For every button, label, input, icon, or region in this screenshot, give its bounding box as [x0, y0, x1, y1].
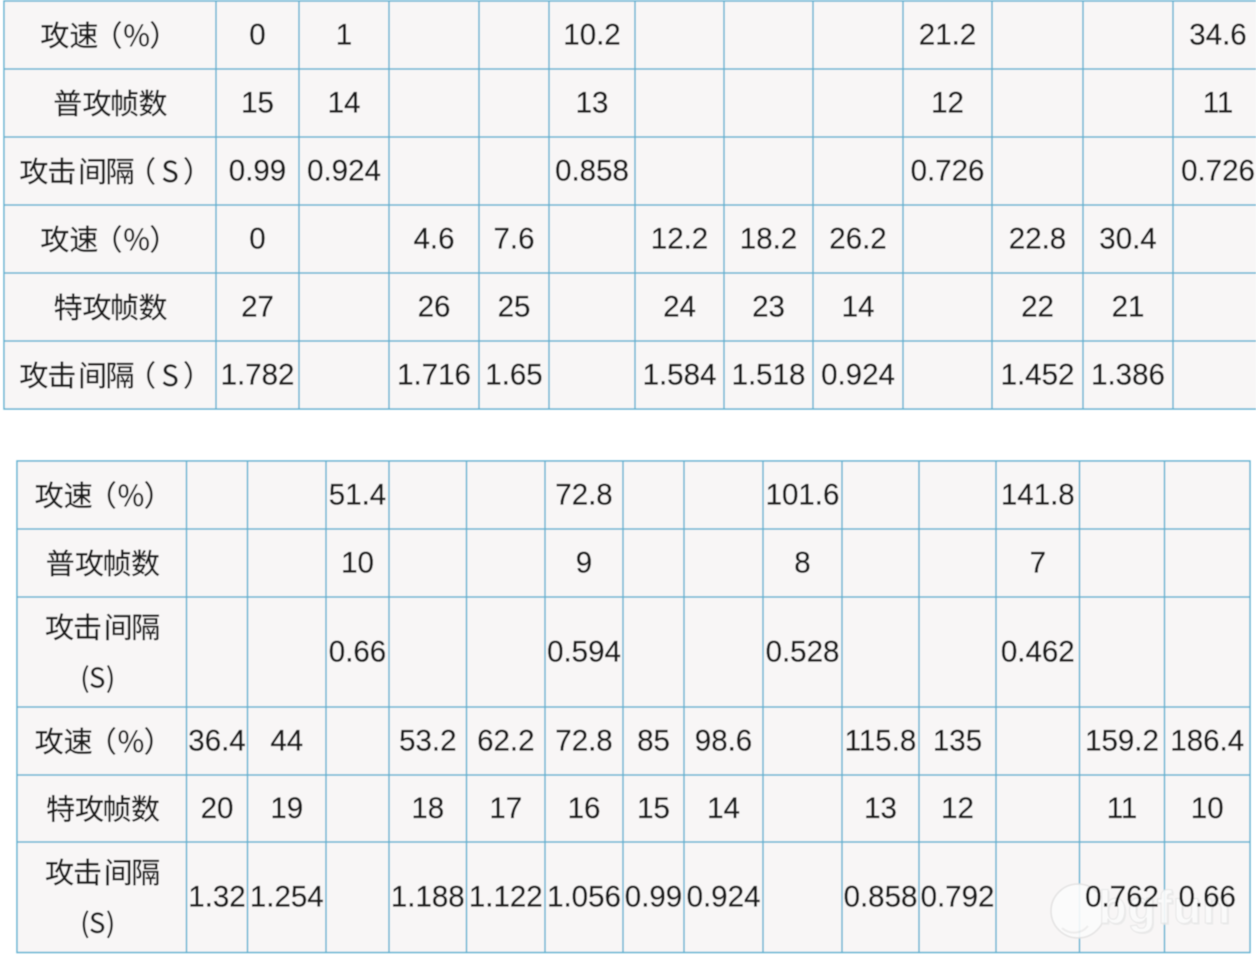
svg-text:21.2: 21.2: [919, 18, 976, 51]
svg-text:186.4: 186.4: [1170, 724, 1244, 757]
svg-text:12.2: 12.2: [651, 222, 708, 255]
svg-text:bgfun: bgfun: [1099, 881, 1232, 933]
svg-text:0.66: 0.66: [329, 635, 386, 668]
svg-text:0.726: 0.726: [911, 154, 985, 187]
svg-text:0.66: 0.66: [1178, 881, 1235, 914]
svg-text:115.8: 115.8: [845, 724, 917, 757]
svg-text:1.188: 1.188: [391, 881, 465, 914]
svg-text:1.782: 1.782: [221, 358, 295, 391]
svg-text:72.8: 72.8: [555, 724, 612, 757]
svg-text:21: 21: [1112, 290, 1145, 323]
svg-text:23: 23: [752, 290, 785, 323]
svg-text:34.6: 34.6: [1189, 18, 1246, 51]
svg-text:8: 8: [794, 546, 810, 579]
svg-text:24: 24: [663, 290, 696, 323]
svg-text:1.716: 1.716: [397, 358, 471, 391]
svg-text:0.594: 0.594: [547, 635, 621, 668]
svg-text:1.056: 1.056: [547, 881, 621, 914]
svg-text:19: 19: [270, 792, 303, 825]
svg-text:0.858: 0.858: [555, 154, 629, 187]
svg-text:11: 11: [1107, 792, 1138, 825]
svg-text:0.726: 0.726: [1181, 154, 1255, 187]
svg-text:7: 7: [1030, 546, 1046, 579]
svg-text:51.4: 51.4: [329, 478, 386, 511]
svg-text:0: 0: [249, 222, 265, 255]
svg-text:22.8: 22.8: [1009, 222, 1066, 255]
svg-text:13: 13: [864, 792, 897, 825]
svg-text:1.32: 1.32: [188, 881, 245, 914]
svg-text:0.924: 0.924: [821, 358, 895, 391]
svg-text:101.6: 101.6: [766, 478, 840, 511]
svg-text:7.6: 7.6: [493, 222, 534, 255]
svg-text:1: 1: [336, 18, 352, 51]
svg-text:10.2: 10.2: [563, 18, 620, 51]
svg-text:135: 135: [933, 724, 982, 757]
svg-text:15: 15: [241, 86, 274, 119]
svg-text:1.386: 1.386: [1091, 358, 1165, 391]
svg-text:0.792: 0.792: [921, 881, 995, 914]
svg-text:0.924: 0.924: [687, 881, 761, 914]
svg-text:10: 10: [341, 546, 374, 579]
svg-text:20: 20: [201, 792, 234, 825]
svg-text:62.2: 62.2: [477, 724, 534, 757]
svg-text:14: 14: [707, 792, 740, 825]
svg-text:98.6: 98.6: [695, 724, 752, 757]
svg-text:85: 85: [637, 724, 670, 757]
svg-text:14: 14: [328, 86, 361, 119]
svg-text:22: 22: [1021, 290, 1054, 323]
svg-text:0.924: 0.924: [307, 154, 381, 187]
svg-text:1.584: 1.584: [643, 358, 717, 391]
svg-text:0.99: 0.99: [625, 881, 682, 914]
svg-text:4.6: 4.6: [413, 222, 454, 255]
svg-text:44: 44: [270, 724, 303, 757]
svg-text:10: 10: [1191, 792, 1224, 825]
svg-text:16: 16: [568, 792, 601, 825]
svg-text:25: 25: [498, 290, 531, 323]
svg-text:26.2: 26.2: [829, 222, 886, 255]
svg-text:27: 27: [241, 290, 274, 323]
svg-text:11: 11: [1203, 86, 1234, 119]
svg-text:18.2: 18.2: [740, 222, 797, 255]
svg-text:0.528: 0.528: [766, 635, 840, 668]
svg-text:15: 15: [637, 792, 670, 825]
svg-text:18: 18: [411, 792, 444, 825]
svg-text:0.858: 0.858: [844, 881, 918, 914]
svg-text:1.518: 1.518: [732, 358, 806, 391]
svg-text:1.122: 1.122: [469, 881, 543, 914]
svg-text:0: 0: [249, 18, 265, 51]
svg-text:36.4: 36.4: [188, 724, 245, 757]
svg-text:14: 14: [842, 290, 875, 323]
svg-text:12: 12: [931, 86, 964, 119]
svg-text:26: 26: [418, 290, 451, 323]
svg-text:0.462: 0.462: [1001, 635, 1075, 668]
svg-text:12: 12: [941, 792, 974, 825]
svg-text:bgfun: bgfun: [1100, 883, 1233, 935]
svg-text:72.8: 72.8: [555, 478, 612, 511]
svg-text:1.254: 1.254: [250, 881, 324, 914]
svg-text:1.452: 1.452: [1001, 358, 1075, 391]
svg-text:53.2: 53.2: [399, 724, 456, 757]
svg-text:0.99: 0.99: [229, 154, 286, 187]
svg-text:0.762: 0.762: [1085, 881, 1159, 914]
svg-text:159.2: 159.2: [1085, 724, 1159, 757]
svg-text:9: 9: [576, 546, 592, 579]
svg-text:30.4: 30.4: [1099, 222, 1156, 255]
svg-text:141.8: 141.8: [1001, 478, 1075, 511]
svg-text:1.65: 1.65: [485, 358, 542, 391]
svg-text:17: 17: [489, 792, 522, 825]
svg-text:13: 13: [576, 86, 609, 119]
